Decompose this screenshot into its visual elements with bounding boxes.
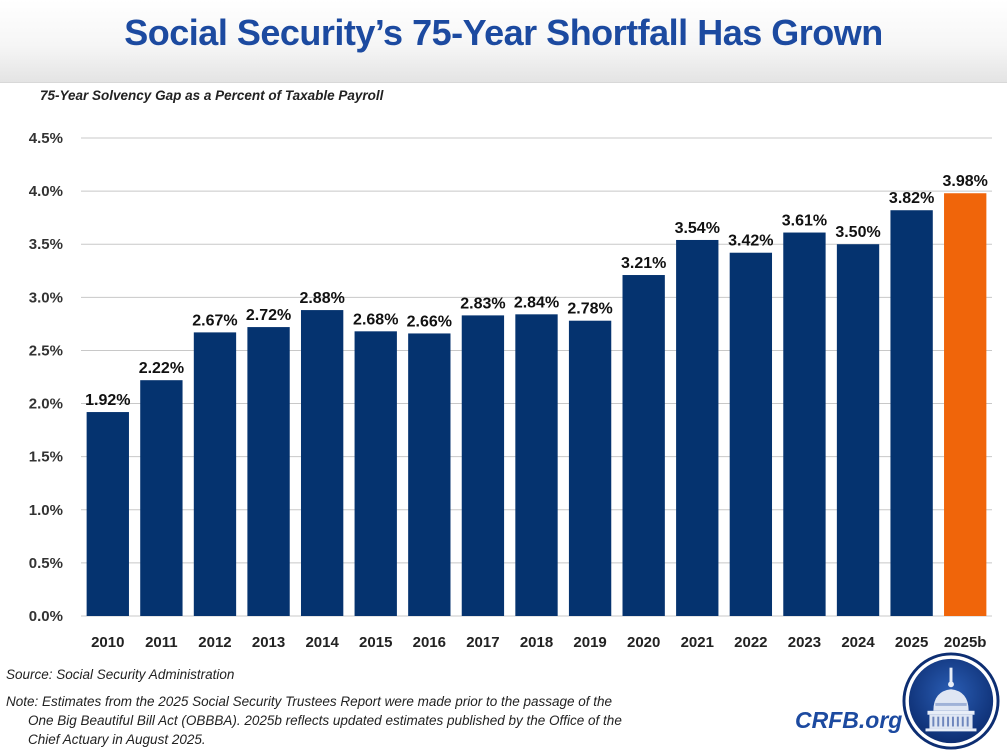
x-tick-label: 2019 [573, 634, 606, 651]
data-label: 3.42% [728, 233, 773, 250]
y-tick-label: 4.5% [29, 130, 63, 147]
data-label: 3.54% [675, 220, 720, 237]
data-label: 2.68% [353, 311, 398, 328]
x-tick-label: 2013 [252, 634, 285, 651]
x-tick-label: 2014 [305, 634, 339, 651]
bar-2017 [461, 315, 505, 616]
data-label: 3.21% [621, 255, 666, 272]
bar-2012 [193, 332, 237, 616]
bar-2022 [729, 252, 773, 616]
chart-subtitle: 75-Year Solvency Gap as a Percent of Tax… [40, 88, 384, 103]
y-tick-label: 0.0% [29, 608, 63, 625]
data-label: 2.22% [139, 360, 184, 377]
header-banner: Social Security’s 75-Year Shortfall Has … [0, 0, 1007, 83]
data-label: 1.92% [85, 392, 130, 409]
x-tick-label: 2021 [681, 634, 714, 651]
y-tick-label: 2.0% [29, 396, 63, 413]
brand-link[interactable]: CRFB.org [795, 707, 903, 733]
y-axis-ticks: 0.0% 0.5% 1.0% 1.5% 2.0% 2.5% 3.0% 3.5% 4.0% 4.5% [29, 130, 63, 625]
bars [86, 193, 987, 617]
crfb-capitol-logo-icon [902, 652, 1000, 750]
x-axis-ticks: 2010 2011 2012 2013 2014 2015 2016 2017 2018 2019… [91, 634, 986, 651]
bar-2016 [408, 333, 451, 616]
y-tick-label: 3.0% [29, 289, 63, 306]
x-tick-label: 2025 [895, 634, 928, 651]
bar-2024 [836, 244, 880, 616]
x-tick-label: 2010 [91, 634, 124, 651]
y-tick-label: 2.5% [29, 342, 63, 359]
bar-2025 [890, 210, 933, 616]
data-label: 3.98% [943, 173, 988, 190]
bar-2019 [568, 320, 612, 616]
y-tick-label: 1.5% [29, 449, 63, 466]
x-tick-label: 2016 [413, 634, 446, 651]
y-tick-label: 3.5% [29, 236, 63, 253]
x-tick-label: 2025b [944, 634, 987, 651]
bar-2021 [676, 239, 719, 616]
bar-2013 [247, 327, 290, 616]
data-label: 3.82% [889, 190, 934, 207]
footnote: Note: Estimates from the 2025 Social Sec… [6, 692, 746, 749]
bar-2023 [783, 232, 826, 616]
bar-2010 [86, 412, 129, 616]
source-note: Source: Social Security Administration [6, 667, 235, 682]
data-labels: 1.92% 2.22% 2.67% 2.72% 2.88% 2.68% 2.66% 2.83%… [85, 173, 988, 409]
data-label: 3.50% [835, 224, 880, 241]
x-tick-label: 2018 [520, 634, 553, 651]
bar-2011 [140, 380, 183, 616]
x-tick-label: 2022 [734, 634, 767, 651]
x-tick-label: 2012 [198, 634, 231, 651]
data-label: 2.78% [567, 301, 612, 318]
x-tick-label: 2020 [627, 634, 660, 651]
data-label: 2.67% [192, 312, 237, 329]
footnote-line: Note: Estimates from the 2025 Social Sec… [6, 694, 613, 709]
bar-2018 [515, 314, 558, 616]
x-tick-label: 2017 [466, 634, 499, 651]
bar-2015 [354, 331, 397, 616]
data-label: 2.83% [460, 295, 505, 312]
x-tick-label: 2024 [841, 634, 875, 651]
page-title: Social Security’s 75-Year Shortfall Has … [124, 12, 883, 53]
y-tick-label: 4.0% [29, 183, 63, 200]
x-tick-label: 2023 [788, 634, 821, 651]
footnote-line: Chief Actuary in August 2025. [28, 732, 206, 747]
x-tick-label: 2015 [359, 634, 392, 651]
bar-2014 [300, 310, 344, 616]
data-label: 2.72% [246, 307, 291, 324]
data-label: 2.84% [514, 294, 559, 311]
x-tick-label: 2011 [145, 634, 178, 651]
bar-2025b [944, 193, 987, 617]
data-label: 3.61% [782, 213, 827, 230]
data-label: 2.66% [407, 313, 452, 330]
y-tick-label: 1.0% [29, 502, 63, 519]
footnote-line: One Big Beautiful Bill Act (OBBBA). 2025… [28, 713, 622, 728]
data-label: 2.88% [299, 290, 344, 307]
y-tick-label: 0.5% [29, 555, 63, 572]
bar-2020 [622, 275, 665, 616]
